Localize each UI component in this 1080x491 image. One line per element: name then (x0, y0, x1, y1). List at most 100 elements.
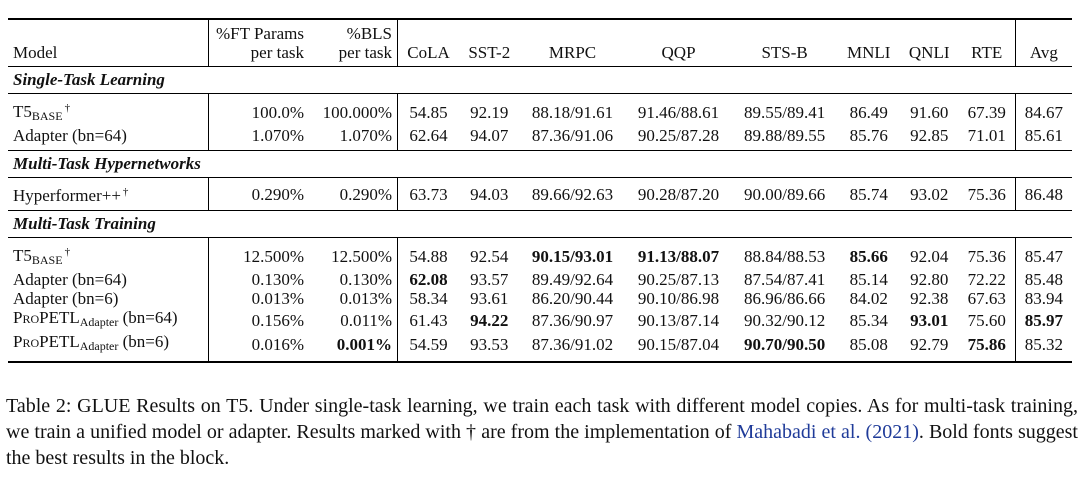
model-subscript: BASE (31, 253, 63, 267)
avg-cell: 85.97 (1024, 310, 1064, 330)
score-cell: 91.46/88.61 (625, 93, 732, 126)
score-cell: 89.49/92.64 (531, 270, 614, 289)
header-ft-params: %FT Params per task (208, 18, 309, 67)
bls-cell: 0.290% (309, 177, 398, 211)
score-cell: 92.04 (899, 237, 959, 270)
score-cell: 54.88 (397, 237, 460, 270)
model-name: T5 (13, 246, 32, 265)
model-subscript: Adapter (79, 339, 119, 353)
glue-results-table: Model %FT Params per task %BLS per task … (8, 18, 1072, 363)
ft-params-cell: 0.016% (208, 332, 309, 363)
avg-cell: 85.48 (1024, 270, 1064, 289)
model-suffix: (bn=64) (118, 308, 178, 327)
table-row: Hyperformer++ † 0.290% 0.290% 63.73 94.03 89.6… (8, 177, 1072, 211)
caption-text-1: Table 2: GLUE Results on T5. Under singl… (6, 395, 1078, 443)
score-cell: 88.18/91.61 (519, 93, 626, 126)
table-row: T5BASE† 100.0% 100.000% 54.85 92.19 88.18/91.… (8, 93, 1072, 126)
score-cell: 93.61 (470, 289, 509, 308)
score-cell: 75.36 (958, 237, 1016, 270)
score-cell: 54.59 (397, 332, 460, 363)
score-cell: 90.32/90.12 (743, 310, 826, 330)
ft-params-cell: 0.013% (251, 289, 304, 308)
score-cell: 67.63 (958, 289, 1016, 308)
header-ft-params-line1: %FT Params (216, 24, 304, 43)
model-name: T5 (13, 102, 32, 121)
score-cell: 87.36/91.06 (531, 126, 614, 145)
score-cell: 58.34 (409, 289, 448, 308)
score-cell: 75.86 (958, 332, 1016, 363)
score-cell: 63.73 (397, 177, 460, 211)
score-cell: 86.20/90.44 (531, 289, 614, 308)
table-row: ProPETLAdapter (bn=64) 0.156% 0.011% 61.43 9… (8, 308, 1072, 332)
table-row: Adapter (bn=6) 0.013% 0.013% 58.34 93.61 86.2… (8, 289, 1072, 308)
header-task-qnli: QNLI (899, 18, 959, 67)
table-row: Adapter (bn=64) 1.070% 1.070% 62.64 94.07 87.… (8, 126, 1072, 151)
results-table-container: Model %FT Params per task %BLS per task … (8, 18, 1072, 363)
model-name-cell: ProPETLAdapter (bn=6) (8, 332, 209, 363)
score-cell: 90.25/87.13 (637, 270, 720, 289)
header-avg: Avg (1015, 18, 1072, 67)
score-cell: 62.08 (409, 270, 448, 289)
model-name-cell: T5BASE† (8, 93, 209, 126)
ft-params-cell: 12.500% (208, 237, 309, 270)
score-cell: 90.70/90.50 (731, 332, 838, 363)
score-cell: 94.22 (470, 310, 509, 330)
section-title: Multi-Task Training (8, 210, 1072, 238)
ft-params-cell: 0.130% (251, 270, 304, 289)
score-cell: 90.15/87.04 (625, 332, 732, 363)
bls-cell: 0.001% (309, 332, 398, 363)
score-cell: 85.74 (837, 177, 900, 211)
section-header-row: Multi-Task Hypernetworks (8, 150, 1072, 178)
citation-link[interactable]: Mahabadi et al. (2021) (736, 421, 919, 443)
bls-cell: 0.130% (309, 270, 398, 289)
score-cell: 86.49 (837, 93, 900, 126)
score-cell: 72.22 (958, 270, 1016, 289)
score-cell: 90.25/87.28 (637, 126, 720, 145)
score-cell: 90.10/86.98 (637, 289, 720, 308)
score-cell: 85.14 (849, 270, 888, 289)
avg-cell: 83.94 (1024, 289, 1064, 308)
score-cell: 87.54/87.41 (743, 270, 826, 289)
score-cell: 90.00/89.66 (731, 177, 838, 211)
ft-params-cell: 0.156% (251, 310, 304, 330)
score-cell: 67.39 (958, 93, 1016, 126)
score-cell: 75.36 (958, 177, 1016, 211)
model-name: ProPETL (13, 332, 80, 351)
score-cell: 93.01 (910, 310, 949, 330)
table-row: T5BASE† 12.500% 12.500% 54.88 92.54 90.15/93.… (8, 237, 1072, 270)
model-name-cell: Hyperformer++ † (8, 177, 209, 211)
score-cell: 92.79 (899, 332, 959, 363)
dagger-mark: † (64, 246, 71, 258)
score-cell: 93.53 (459, 332, 520, 363)
table-header-row: Model %FT Params per task %BLS per task … (8, 18, 1072, 67)
header-task-sst2: SST-2 (459, 18, 520, 67)
model-name: ProPETL (13, 308, 80, 327)
score-cell: 71.01 (958, 126, 1016, 151)
score-cell: 94.03 (459, 177, 520, 211)
model-name-cell: T5BASE† (8, 237, 209, 270)
score-cell: 62.64 (409, 126, 448, 145)
score-cell: 89.55/89.41 (731, 93, 838, 126)
score-cell: 87.36/91.02 (519, 332, 626, 363)
score-cell: 92.80 (910, 270, 949, 289)
avg-cell: 85.47 (1015, 237, 1072, 270)
avg-cell: 86.48 (1015, 177, 1072, 211)
dagger-mark: † (64, 102, 71, 114)
model-name-cell: ProPETLAdapter (bn=64) (8, 308, 209, 332)
table-caption: Table 2: GLUE Results on T5. Under singl… (6, 393, 1078, 471)
score-cell: 85.76 (849, 126, 888, 145)
model-subscript: BASE (31, 109, 63, 123)
bls-cell: 1.070% (309, 126, 398, 151)
header-task-qqp: QQP (625, 18, 732, 67)
model-subscript: Adapter (79, 315, 119, 329)
score-cell: 93.02 (899, 177, 959, 211)
header-task-stsb: STS-B (731, 18, 838, 67)
score-cell: 85.08 (837, 332, 900, 363)
header-ft-params-line2: per task (250, 43, 304, 62)
section-header-row: Single-Task Learning (8, 66, 1072, 94)
avg-cell: 85.32 (1015, 332, 1072, 363)
score-cell: 89.66/92.63 (519, 177, 626, 211)
header-bls-line2: per task (338, 43, 392, 62)
table-row: ProPETLAdapter (bn=6) 0.016% 0.001% 54.59 93… (8, 332, 1072, 363)
model-name: Adapter (bn=6) (13, 289, 119, 308)
